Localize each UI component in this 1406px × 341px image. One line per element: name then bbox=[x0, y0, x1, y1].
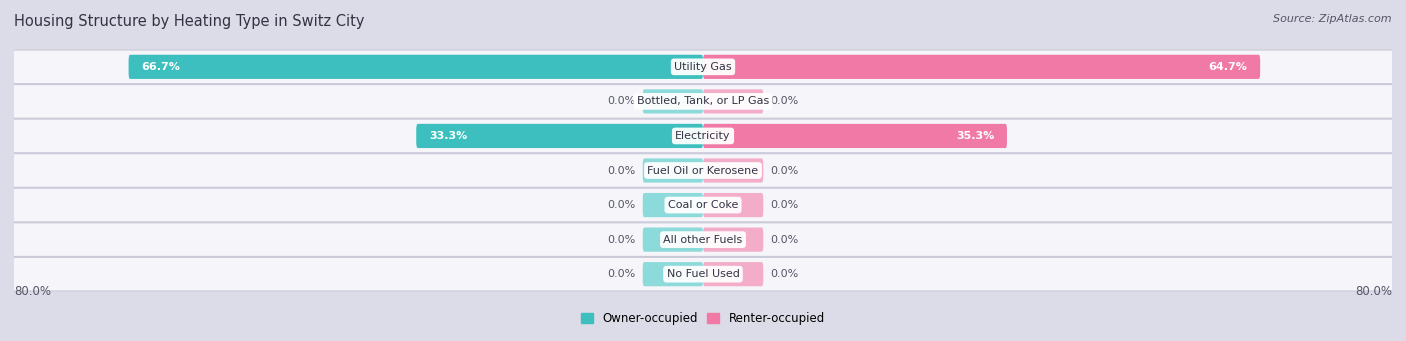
FancyBboxPatch shape bbox=[8, 223, 1398, 256]
Text: 80.0%: 80.0% bbox=[14, 285, 51, 298]
Text: Fuel Oil or Kerosene: Fuel Oil or Kerosene bbox=[647, 165, 759, 176]
FancyBboxPatch shape bbox=[8, 188, 1398, 222]
FancyBboxPatch shape bbox=[703, 227, 763, 252]
Text: 0.0%: 0.0% bbox=[607, 200, 636, 210]
Text: 0.0%: 0.0% bbox=[770, 235, 799, 244]
Text: 0.0%: 0.0% bbox=[770, 165, 799, 176]
FancyBboxPatch shape bbox=[643, 193, 703, 217]
Text: 0.0%: 0.0% bbox=[607, 235, 636, 244]
Text: 66.7%: 66.7% bbox=[142, 62, 180, 72]
FancyBboxPatch shape bbox=[643, 227, 703, 252]
FancyBboxPatch shape bbox=[8, 154, 1398, 187]
Text: Housing Structure by Heating Type in Switz City: Housing Structure by Heating Type in Swi… bbox=[14, 14, 364, 29]
Text: 33.3%: 33.3% bbox=[429, 131, 467, 141]
FancyBboxPatch shape bbox=[703, 55, 1260, 79]
Text: 0.0%: 0.0% bbox=[770, 269, 799, 279]
FancyBboxPatch shape bbox=[643, 159, 703, 182]
Text: Utility Gas: Utility Gas bbox=[675, 62, 731, 72]
FancyBboxPatch shape bbox=[8, 119, 1398, 153]
Text: Electricity: Electricity bbox=[675, 131, 731, 141]
FancyBboxPatch shape bbox=[643, 262, 703, 286]
FancyBboxPatch shape bbox=[703, 124, 1007, 148]
FancyBboxPatch shape bbox=[416, 124, 703, 148]
Text: Coal or Coke: Coal or Coke bbox=[668, 200, 738, 210]
Text: No Fuel Used: No Fuel Used bbox=[666, 269, 740, 279]
FancyBboxPatch shape bbox=[8, 189, 1398, 221]
Text: 80.0%: 80.0% bbox=[1355, 285, 1392, 298]
Text: 0.0%: 0.0% bbox=[607, 165, 636, 176]
FancyBboxPatch shape bbox=[8, 85, 1398, 118]
Text: 0.0%: 0.0% bbox=[607, 269, 636, 279]
Text: Source: ZipAtlas.com: Source: ZipAtlas.com bbox=[1274, 14, 1392, 24]
FancyBboxPatch shape bbox=[8, 50, 1398, 83]
Text: All other Fuels: All other Fuels bbox=[664, 235, 742, 244]
Text: Bottled, Tank, or LP Gas: Bottled, Tank, or LP Gas bbox=[637, 97, 769, 106]
Text: 0.0%: 0.0% bbox=[770, 97, 799, 106]
FancyBboxPatch shape bbox=[703, 193, 763, 217]
Text: 64.7%: 64.7% bbox=[1208, 62, 1247, 72]
FancyBboxPatch shape bbox=[128, 55, 703, 79]
Text: 35.3%: 35.3% bbox=[956, 131, 994, 141]
FancyBboxPatch shape bbox=[8, 257, 1398, 292]
Text: 0.0%: 0.0% bbox=[607, 97, 636, 106]
FancyBboxPatch shape bbox=[8, 222, 1398, 257]
FancyBboxPatch shape bbox=[8, 258, 1398, 291]
FancyBboxPatch shape bbox=[8, 153, 1398, 188]
FancyBboxPatch shape bbox=[703, 89, 763, 114]
FancyBboxPatch shape bbox=[8, 84, 1398, 119]
FancyBboxPatch shape bbox=[8, 120, 1398, 152]
Text: 0.0%: 0.0% bbox=[770, 200, 799, 210]
FancyBboxPatch shape bbox=[703, 262, 763, 286]
FancyBboxPatch shape bbox=[8, 49, 1398, 84]
Legend: Owner-occupied, Renter-occupied: Owner-occupied, Renter-occupied bbox=[581, 312, 825, 325]
FancyBboxPatch shape bbox=[643, 89, 703, 114]
FancyBboxPatch shape bbox=[703, 159, 763, 182]
